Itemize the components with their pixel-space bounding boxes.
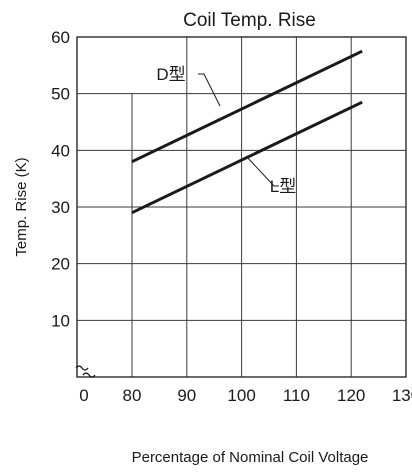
axis-break-squiggle-2 bbox=[82, 372, 96, 378]
x-axis-label: Percentage of Nominal Coil Voltage bbox=[132, 449, 369, 466]
plot-frame bbox=[76, 36, 407, 378]
axis-break-marker bbox=[75, 365, 96, 378]
y-tick-label: 10 bbox=[51, 311, 70, 330]
series-leader-line bbox=[198, 73, 221, 107]
y-tick-label: 30 bbox=[51, 198, 70, 217]
x-tick-label: 90 bbox=[177, 386, 196, 405]
x-tick-label: 100 bbox=[227, 386, 255, 405]
y-tick-label: 50 bbox=[51, 85, 70, 104]
series-line-d-type bbox=[131, 49, 363, 164]
chart-title: Coil Temp. Rise bbox=[183, 10, 316, 31]
series-label-d-type: D型 bbox=[156, 65, 185, 84]
x-tick-label: 130 bbox=[392, 386, 412, 405]
y-tick-label: 20 bbox=[51, 255, 70, 274]
x-tick-label: 120 bbox=[337, 386, 365, 405]
series-label-l-type: L型 bbox=[270, 177, 296, 196]
y-tick-labels: 10 20 30 40 50 60 bbox=[51, 28, 70, 330]
x-tick-label: 110 bbox=[283, 386, 310, 405]
y-axis-label: Temp. Rise (K) bbox=[13, 157, 30, 256]
x-tick-label: 80 bbox=[123, 386, 142, 405]
series-leader-line bbox=[245, 155, 279, 187]
series-lines: D型 L型 bbox=[131, 49, 363, 215]
grid-lines bbox=[77, 37, 406, 377]
y-tick-label: 40 bbox=[51, 141, 70, 160]
axis-break-squiggle-1 bbox=[75, 365, 89, 371]
x-tick-label: 0 bbox=[79, 386, 88, 405]
y-tick-label: 60 bbox=[51, 28, 70, 47]
x-tick-labels: 0 80 90 100 110 120 130 bbox=[79, 386, 412, 405]
